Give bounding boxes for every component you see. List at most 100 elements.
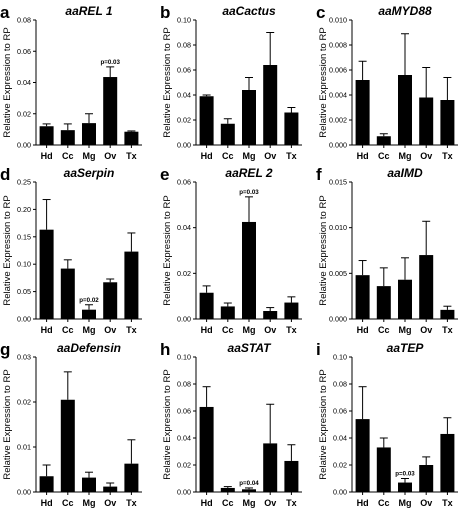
x-tick-label: Tx: [126, 325, 137, 335]
x-tick-label: Ov: [420, 325, 432, 335]
bar-Tx: [124, 131, 139, 145]
bar-Ov: [263, 443, 278, 492]
panel-letter: c: [316, 3, 325, 22]
bar-Tx: [284, 302, 299, 319]
chart-title: aaREL 2: [225, 166, 272, 180]
y-tick-label: 0.000: [329, 141, 347, 150]
y-tick-label: 0.02: [333, 461, 347, 470]
bar-Mg: [242, 90, 256, 145]
x-tick-label: Tx: [126, 498, 137, 508]
bar-Cc: [376, 136, 391, 145]
bar-Ov: [419, 465, 434, 492]
bar-Cc: [376, 286, 391, 319]
x-tick-label: Hd: [41, 498, 53, 508]
x-tick-label: Tx: [442, 151, 453, 161]
chart-panel-b: b aaCactus Relative Expression to RP 0.00 0.…: [160, 3, 302, 161]
y-tick-label: 0.04: [177, 91, 191, 100]
y-tick-label: 0.008: [329, 41, 347, 50]
bar-Hd: [355, 419, 370, 492]
bar-Mg: [242, 221, 256, 319]
bar-Hd: [39, 476, 54, 492]
x-tick-label: Cc: [62, 151, 74, 161]
y-tick-label: 0.10: [177, 16, 191, 25]
x-tick-label: Cc: [62, 325, 74, 335]
y-tick-label: 0.25: [17, 178, 31, 187]
chart-panel-c: c aaMYD88 Relative Expression to RP0.000 0.…: [316, 3, 458, 161]
bar-Hd: [39, 126, 54, 145]
y-axis-label: Relative Expression to RP: [162, 369, 173, 479]
panel-letter: a: [0, 3, 10, 22]
x-tick-label: Mg: [83, 151, 96, 161]
bar-Cc: [376, 447, 391, 492]
bar-Cc: [220, 306, 235, 319]
panel-letter: g: [0, 340, 10, 359]
y-tick-label: 0.04: [333, 434, 347, 443]
bar-Cc: [220, 123, 235, 145]
y-tick-label: 0.06: [333, 407, 347, 416]
x-tick-label: Tx: [286, 151, 297, 161]
chart-panel-e: e aaREL 2 Relative Expression to RP 0.00 0.0…: [160, 165, 302, 335]
bar-Ov: [103, 77, 118, 145]
x-tick-label: Hd: [41, 325, 53, 335]
y-tick-label: 0.01: [17, 443, 31, 452]
x-tick-label: Ov: [104, 151, 116, 161]
y-tick-label: 0.015: [329, 178, 347, 187]
x-tick-label: Ov: [104, 498, 116, 508]
x-tick-label: Mg: [243, 151, 256, 161]
chart-panel-g: g aaDefensin Relative Expression to RP 0.00…: [0, 340, 142, 508]
bar-Tx: [284, 112, 299, 145]
x-tick-label: Tx: [286, 325, 297, 335]
p-value-annotation: p=0.03: [100, 59, 120, 66]
y-tick-label: 0.05: [17, 287, 31, 296]
bar-Hd: [199, 406, 214, 492]
bar-Tx: [284, 460, 299, 492]
x-tick-label: Hd: [357, 151, 369, 161]
chart-title: aaREL 1: [65, 4, 112, 18]
y-tick-label: 0.04: [177, 223, 191, 232]
y-axis-label: Relative Expression to RP: [318, 369, 329, 479]
x-tick-label: Mg: [243, 498, 256, 508]
y-tick-label: 0.06: [177, 66, 191, 75]
x-tick-label: Hd: [357, 498, 369, 508]
y-axis-label: Relative Expression to RP: [162, 27, 173, 137]
y-tick-label: 0.02: [177, 461, 191, 470]
y-tick-label: 0.00: [17, 141, 31, 150]
bar-Tx: [440, 309, 455, 319]
chart-title: aaTEP: [387, 341, 425, 355]
bar-Hd: [199, 292, 214, 319]
panel-letter: e: [160, 165, 169, 184]
bar-Hd: [355, 275, 370, 319]
x-tick-label: Ov: [264, 151, 276, 161]
x-tick-label: Hd: [201, 498, 213, 508]
y-tick-label: 0.02: [177, 269, 191, 278]
x-tick-label: Tx: [442, 325, 453, 335]
y-axis-label: Relative Expression to RP: [2, 27, 13, 137]
x-tick-label: Hd: [357, 325, 369, 335]
panel-letter: f: [316, 165, 322, 184]
x-tick-label: Hd: [201, 151, 213, 161]
y-tick-label: 0.00: [333, 488, 347, 497]
y-tick-label: 0.10: [17, 260, 31, 269]
chart-title: aaIMD: [387, 166, 423, 180]
x-tick-label: Cc: [222, 498, 234, 508]
x-tick-label: Mg: [399, 151, 412, 161]
x-tick-label: Cc: [222, 325, 234, 335]
chart-panel-i: i aaTEP Relative Expression to RP 0.00 0.02 0…: [316, 340, 458, 508]
x-tick-label: Tx: [442, 498, 453, 508]
x-tick-label: Ov: [104, 325, 116, 335]
y-tick-label: 0.15: [17, 232, 31, 241]
y-tick-label: 0.08: [177, 41, 191, 50]
x-tick-label: Ov: [264, 498, 276, 508]
p-value-annotation: p=0.03: [239, 189, 259, 196]
x-tick-label: Cc: [378, 325, 390, 335]
y-tick-label: 0.08: [333, 380, 347, 389]
bar-Hd: [199, 96, 214, 145]
y-tick-label: 0.00: [17, 315, 31, 324]
y-tick-label: 0.005: [329, 269, 347, 278]
y-tick-label: 0.000: [329, 315, 347, 324]
x-tick-label: Cc: [222, 151, 234, 161]
bar-Cc: [220, 487, 235, 492]
p-value-annotation: p=0.04: [239, 480, 259, 487]
chart-title: aaCactus: [222, 4, 276, 18]
y-tick-label: 0.00: [177, 488, 191, 497]
